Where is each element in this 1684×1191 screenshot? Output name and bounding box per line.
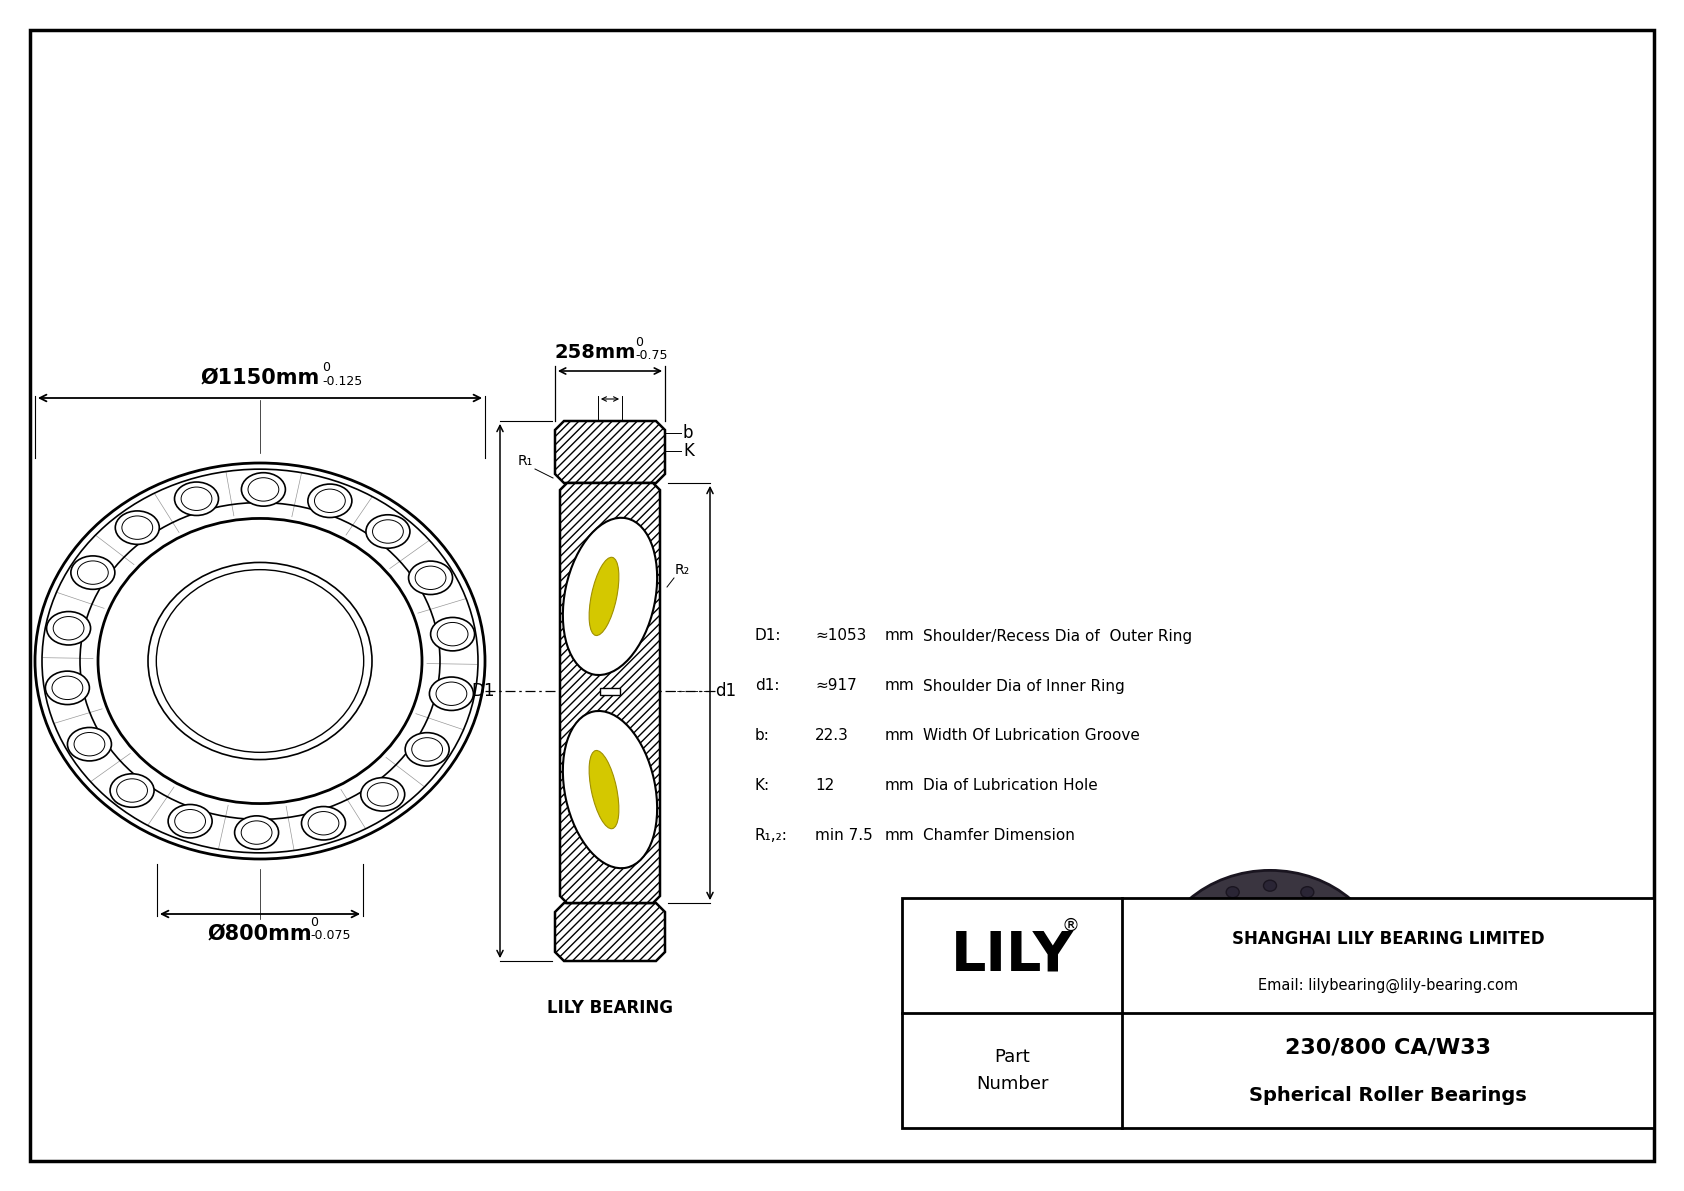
Text: Chamfer Dimension: Chamfer Dimension xyxy=(923,829,1074,843)
Ellipse shape xyxy=(301,806,345,840)
Ellipse shape xyxy=(1354,998,1367,1009)
Text: R₁,₂:: R₁,₂: xyxy=(754,829,788,843)
Text: K:: K: xyxy=(754,779,770,793)
Text: ≈1053: ≈1053 xyxy=(815,629,866,643)
Text: Dia of Lubrication Hole: Dia of Lubrication Hole xyxy=(923,779,1098,793)
Ellipse shape xyxy=(360,778,404,811)
Ellipse shape xyxy=(406,732,450,766)
Text: Shoulder Dia of Inner Ring: Shoulder Dia of Inner Ring xyxy=(923,679,1125,693)
Ellipse shape xyxy=(409,561,453,594)
Text: -0.75: -0.75 xyxy=(635,349,667,362)
Text: 22.3: 22.3 xyxy=(815,729,849,743)
Text: D1: D1 xyxy=(472,682,495,700)
Text: Email: lilybearing@lily-bearing.com: Email: lilybearing@lily-bearing.com xyxy=(1258,978,1517,993)
Ellipse shape xyxy=(1191,902,1351,1041)
Ellipse shape xyxy=(1174,998,1187,1009)
Text: Spherical Roller Bearings: Spherical Roller Bearings xyxy=(1250,1086,1527,1105)
Ellipse shape xyxy=(429,676,473,711)
Text: b:: b: xyxy=(754,729,770,743)
Text: 0: 0 xyxy=(322,361,330,374)
Text: mm: mm xyxy=(886,779,914,793)
Ellipse shape xyxy=(1194,905,1207,916)
Text: min 7.5: min 7.5 xyxy=(815,829,872,843)
Text: 0: 0 xyxy=(310,916,318,929)
Text: 258mm: 258mm xyxy=(554,343,635,362)
Ellipse shape xyxy=(157,570,364,752)
Text: R₂: R₂ xyxy=(675,563,690,576)
Ellipse shape xyxy=(589,557,620,636)
Ellipse shape xyxy=(175,482,219,516)
Ellipse shape xyxy=(148,562,372,760)
Ellipse shape xyxy=(45,671,89,705)
Ellipse shape xyxy=(1332,1025,1346,1037)
Text: mm: mm xyxy=(886,729,914,743)
Ellipse shape xyxy=(1155,871,1384,1072)
Text: ≈917: ≈917 xyxy=(815,679,857,693)
Text: Part
Number: Part Number xyxy=(975,1048,1047,1092)
Ellipse shape xyxy=(81,503,440,819)
Ellipse shape xyxy=(1233,937,1308,1004)
Text: mm: mm xyxy=(886,629,914,643)
Text: 12: 12 xyxy=(815,779,834,793)
Ellipse shape xyxy=(1165,966,1179,977)
Text: mm: mm xyxy=(886,829,914,843)
Ellipse shape xyxy=(1300,1045,1314,1055)
Ellipse shape xyxy=(1174,933,1187,943)
Text: LILY BEARING: LILY BEARING xyxy=(547,999,674,1017)
Text: D1:: D1: xyxy=(754,629,781,643)
Ellipse shape xyxy=(115,511,160,544)
Text: -0.125: -0.125 xyxy=(322,375,362,388)
Text: 230/800 CA/W33: 230/800 CA/W33 xyxy=(1285,1037,1490,1058)
Ellipse shape xyxy=(98,518,423,804)
Ellipse shape xyxy=(109,774,153,807)
Text: Shoulder/Recess Dia of  Outer Ring: Shoulder/Recess Dia of Outer Ring xyxy=(923,629,1192,643)
Text: d1:: d1: xyxy=(754,679,780,693)
Ellipse shape xyxy=(47,611,91,646)
Ellipse shape xyxy=(1226,1045,1239,1055)
Text: SHANGHAI LILY BEARING LIMITED: SHANGHAI LILY BEARING LIMITED xyxy=(1231,930,1544,948)
Ellipse shape xyxy=(35,463,485,859)
Ellipse shape xyxy=(562,711,657,868)
Polygon shape xyxy=(556,420,665,484)
Bar xyxy=(600,687,620,694)
Polygon shape xyxy=(561,484,660,903)
Bar xyxy=(903,898,1654,1128)
Ellipse shape xyxy=(1194,1025,1207,1037)
Ellipse shape xyxy=(168,804,212,838)
Ellipse shape xyxy=(42,469,478,853)
Text: R₁: R₁ xyxy=(517,454,534,468)
Ellipse shape xyxy=(234,816,278,849)
Text: d1: d1 xyxy=(716,682,736,700)
Polygon shape xyxy=(556,903,665,961)
Ellipse shape xyxy=(1361,966,1374,977)
Text: 0: 0 xyxy=(635,336,643,349)
Ellipse shape xyxy=(308,484,352,518)
Ellipse shape xyxy=(1300,886,1314,898)
Ellipse shape xyxy=(1263,880,1276,891)
Ellipse shape xyxy=(157,570,364,752)
Text: Ø800mm: Ø800mm xyxy=(207,924,312,944)
Ellipse shape xyxy=(1354,933,1367,943)
Ellipse shape xyxy=(431,617,475,650)
Ellipse shape xyxy=(241,473,285,506)
Text: Width Of Lubrication Groove: Width Of Lubrication Groove xyxy=(923,729,1140,743)
Text: LILY: LILY xyxy=(950,929,1073,983)
Text: Ø1150mm: Ø1150mm xyxy=(200,368,320,388)
Text: ®: ® xyxy=(1063,917,1079,935)
Ellipse shape xyxy=(1263,1050,1276,1062)
Ellipse shape xyxy=(365,515,409,548)
Text: -0.075: -0.075 xyxy=(310,929,350,942)
Ellipse shape xyxy=(71,556,115,590)
Text: K: K xyxy=(684,442,694,460)
Ellipse shape xyxy=(1332,905,1346,916)
Ellipse shape xyxy=(562,518,657,675)
Ellipse shape xyxy=(67,728,111,761)
Ellipse shape xyxy=(1226,886,1239,898)
Ellipse shape xyxy=(589,750,620,829)
Text: b: b xyxy=(684,424,694,442)
Text: mm: mm xyxy=(886,679,914,693)
